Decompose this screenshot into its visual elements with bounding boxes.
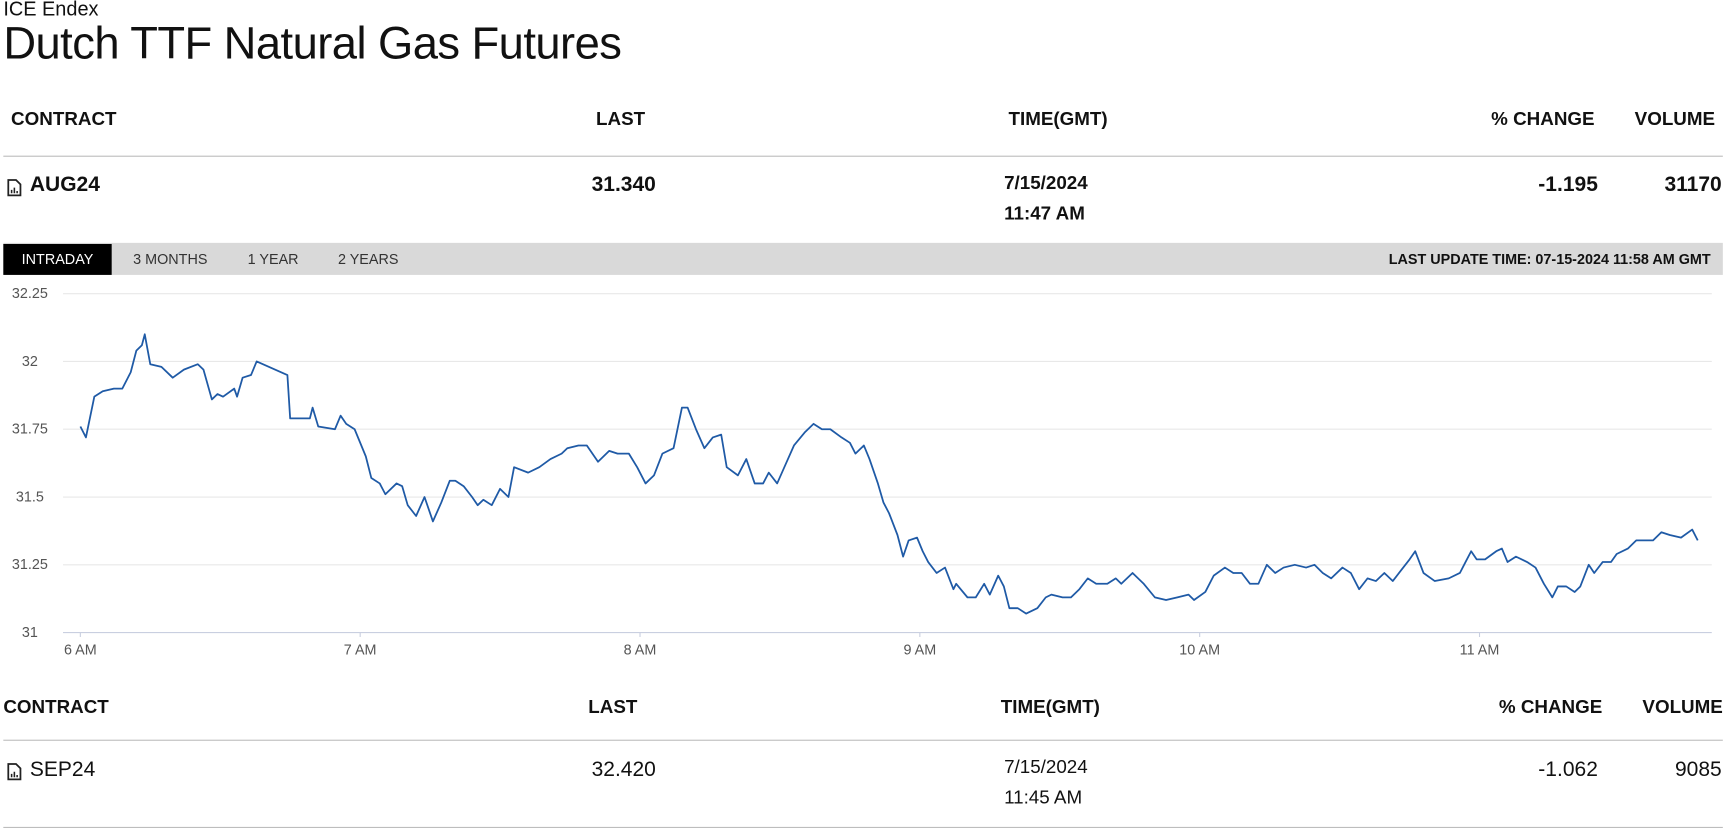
trade-date: 7/15/2024 <box>1004 172 1088 194</box>
y-tick-label: 31.25 <box>12 557 48 573</box>
last-price: 31.340 <box>591 173 656 197</box>
contract-link[interactable]: AUG24 <box>29 173 100 197</box>
tab[interactable]: 3 MONTHS <box>133 250 208 268</box>
trade-time: 11:45 AM <box>1004 787 1083 809</box>
tab[interactable]: 2 YEARS <box>337 250 399 268</box>
tab-bar <box>3 242 1723 275</box>
x-tick-label: 6 AM <box>64 643 97 659</box>
x-tick-label: 11 AM <box>1460 643 1500 659</box>
document-icon <box>7 179 22 197</box>
y-tick-label: 32.25 <box>12 286 48 302</box>
last-price: 32.420 <box>591 758 656 782</box>
document-icon <box>7 763 22 781</box>
column-header: VOLUME <box>1634 108 1716 130</box>
trade-time: 11:47 AM <box>1004 203 1085 225</box>
divider <box>3 826 1723 828</box>
y-tick-label: 31.5 <box>16 489 44 505</box>
percent-change: -1.062 <box>1538 758 1598 782</box>
volume: 31170 <box>1664 173 1722 197</box>
x-tick-label: 10 AM <box>1179 643 1220 659</box>
column-header: % CHANGE <box>1498 696 1603 718</box>
column-header: VOLUME <box>1642 696 1723 718</box>
y-tick-label: 32 <box>22 354 38 370</box>
y-tick-label: 31.75 <box>12 422 48 438</box>
divider <box>3 155 1723 157</box>
column-header: % CHANGE <box>1491 108 1595 130</box>
page-title: Dutch TTF Natural Gas Futures <box>3 17 622 69</box>
column-header: LAST <box>588 696 638 718</box>
x-tick-label: 9 AM <box>903 643 936 659</box>
divider <box>3 739 1723 741</box>
exchange-name: ICE Endex <box>3 0 99 20</box>
column-header: LAST <box>596 108 646 130</box>
percent-change: -1.195 <box>1538 173 1598 197</box>
y-tick-label: 31 <box>22 625 38 641</box>
column-header: TIME(GMT) <box>1000 696 1100 718</box>
column-header: CONTRACT <box>11 108 117 130</box>
column-header: CONTRACT <box>3 696 109 718</box>
trade-date: 7/15/2024 <box>1004 756 1088 778</box>
contract-link[interactable]: SEP24 <box>29 758 96 782</box>
column-header: TIME(GMT) <box>1008 108 1108 130</box>
x-tick-label: 7 AM <box>344 643 377 659</box>
x-tick-label: 8 AM <box>624 643 657 659</box>
last-update: LAST UPDATE TIME: 07-15-2024 11:58 AM GM… <box>1388 250 1711 268</box>
volume: 9085 <box>1674 758 1722 782</box>
tab[interactable]: 1 YEAR <box>247 250 299 268</box>
price-line <box>79 333 1699 615</box>
tab-active[interactable]: INTRADAY <box>3 243 112 275</box>
